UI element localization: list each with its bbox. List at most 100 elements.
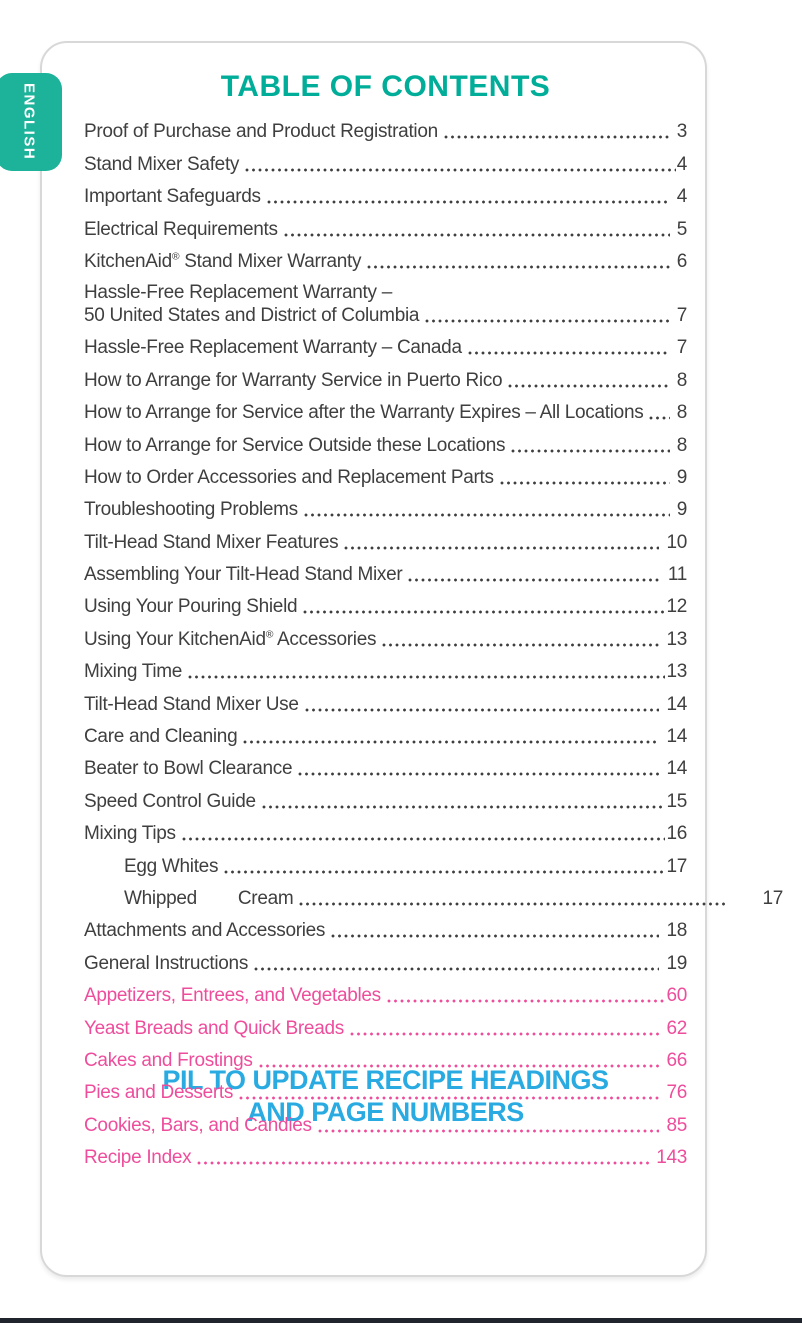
- dot-leader: [303, 513, 670, 518]
- toc-entry-page: 3: [676, 121, 688, 143]
- dot-leader: [299, 901, 729, 906]
- toc-entry-label: Whipped Cream: [124, 887, 294, 909]
- toc-entry-label: 50 United States and District of Columbi…: [84, 304, 420, 326]
- update-note-line1: PIL TO UPDATE RECIPE HEADINGS: [162, 1065, 609, 1095]
- toc-entry-label: Hassle-Free Replacement Warranty – Canad…: [84, 337, 462, 359]
- toc-entry-page: 8: [676, 369, 688, 391]
- toc-entry: How to Order Accessories and Replacement…: [84, 457, 687, 489]
- toc-entry: Tilt-Head Stand Mixer Use 14: [84, 683, 687, 715]
- toc-entry-page: 12: [666, 596, 687, 618]
- toc-entry-label: Tilt-Head Stand Mixer Use: [84, 693, 299, 715]
- dot-leader: [304, 707, 660, 712]
- toc-entry: Care and Cleaning 14: [84, 716, 687, 748]
- dot-leader: [499, 480, 670, 485]
- toc-entry-label: Yeast Breads and Quick Breads: [84, 1017, 344, 1039]
- toc-entry-label: Tilt-Head Stand Mixer Features: [84, 531, 339, 553]
- dot-leader: [408, 578, 661, 583]
- toc-entry: Beater to Bowl Clearance 14: [84, 748, 687, 780]
- dot-leader: [349, 1031, 660, 1036]
- toc-entry-label: Assembling Your Tilt-Head Stand Mixer: [84, 564, 403, 586]
- toc-entry-label: Hassle-Free Replacement Warranty –: [84, 281, 392, 303]
- toc-entry-label: Beater to Bowl Clearance: [84, 758, 293, 780]
- dot-leader: [245, 167, 676, 172]
- toc-entry-label: How to Order Accessories and Replacement…: [84, 466, 494, 488]
- toc-entry-page: 16: [666, 823, 687, 845]
- toc-entry: Speed Control Guide 15: [84, 780, 687, 812]
- toc-entry-page: 13: [666, 661, 687, 683]
- toc-entry: Assembling Your Tilt-Head Stand Mixer 11: [84, 554, 687, 586]
- dot-leader: [188, 675, 666, 680]
- dot-leader: [386, 999, 666, 1004]
- dot-leader: [239, 1096, 660, 1101]
- toc-entry-page: 85: [666, 1114, 687, 1136]
- toc-entry-page: 6: [676, 250, 688, 272]
- toc-entry: Proof of Purchase and Product Registrati…: [84, 111, 687, 143]
- dot-leader: [367, 264, 670, 269]
- update-note-line2: AND PAGE NUMBERS: [247, 1097, 524, 1127]
- toc-entry: Attachments and Accessories 18: [84, 910, 687, 942]
- toc-entry-label: Cookies, Bars, and Candies: [84, 1114, 312, 1136]
- toc-entry-page: 15: [666, 790, 687, 812]
- toc-entry-page: 143: [656, 1147, 687, 1169]
- language-tab: ENGLISH: [0, 73, 62, 171]
- toc-entry-page: 8: [676, 402, 688, 424]
- toc-entry-label: How to Arrange for Service Outside these…: [84, 434, 506, 456]
- toc-entry-label: How to Arrange for Service after the War…: [84, 402, 644, 424]
- toc-entry-label: Pies and Desserts: [84, 1082, 234, 1104]
- bottom-border-line: [0, 1318, 802, 1323]
- toc-entry-page: 60: [666, 985, 687, 1007]
- toc-entry-label: Troubleshooting Problems: [84, 499, 298, 521]
- dot-leader: [443, 135, 670, 140]
- dot-leader: [261, 804, 666, 809]
- toc-list: Proof of Purchase and Product Registrati…: [84, 111, 783, 1169]
- toc-entry: Cookies, Bars, and Candies 85: [84, 1104, 687, 1136]
- toc-entry-label: Attachments and Accessories: [84, 920, 326, 942]
- dot-leader: [331, 934, 660, 939]
- dot-leader: [649, 416, 670, 421]
- toc-entry-page: 4: [676, 153, 688, 175]
- toc-entry-page: 17: [666, 855, 687, 877]
- dot-leader: [243, 740, 660, 745]
- toc-entry: How to Arrange for Service after the War…: [84, 392, 687, 424]
- toc-entry-page: 14: [666, 758, 687, 780]
- toc-entry: Tilt-Head Stand Mixer Features 10: [84, 521, 687, 553]
- toc-entry-label: Using Your KitchenAid® Accessories: [84, 628, 377, 650]
- toc-entry-page: 18: [666, 920, 687, 942]
- dot-leader: [224, 869, 666, 874]
- toc-entry: Recipe Index 143: [84, 1137, 687, 1169]
- toc-entry-label: Stand Mixer Safety: [84, 153, 240, 175]
- toc-entry: Mixing Tips 16: [84, 813, 687, 845]
- toc-entry-label: Recipe Index: [84, 1147, 192, 1169]
- toc-entry: How to Arrange for Warranty Service in P…: [84, 359, 687, 391]
- dot-leader: [283, 232, 670, 237]
- toc-entry: Hassle-Free Replacement Warranty – Canad…: [84, 327, 687, 359]
- language-tab-label: ENGLISH: [20, 83, 38, 161]
- toc-entry: Yeast Breads and Quick Breads 62: [84, 1007, 687, 1039]
- toc-entry-label: Speed Control Guide: [84, 790, 256, 812]
- toc-entry: Stand Mixer Safety 4: [84, 143, 687, 175]
- toc-entry-label: Cakes and Frostings: [84, 1049, 253, 1071]
- dot-leader: [317, 1128, 660, 1133]
- toc-entry: Whipped Cream 17: [84, 878, 783, 910]
- toc-entry-label: General Instructions: [84, 952, 249, 974]
- toc-entry-label: Proof of Purchase and Product Registrati…: [84, 121, 438, 143]
- dot-leader: [298, 772, 660, 777]
- toc-entry-page: 5: [676, 218, 688, 240]
- toc-entry: Cakes and Frostings 66: [84, 1040, 687, 1072]
- toc-entry-label: KitchenAid® Stand Mixer Warranty: [84, 250, 362, 272]
- page-title: TABLE OF CONTENTS: [220, 70, 551, 103]
- toc-entry-page: 19: [666, 952, 687, 974]
- dot-leader: [467, 351, 670, 356]
- dot-leader: [197, 1161, 650, 1166]
- toc-entry-page: 14: [666, 693, 687, 715]
- toc-entry: Pies and Desserts 76: [84, 1072, 687, 1104]
- toc-entry-page: 9: [676, 499, 688, 521]
- dot-leader: [382, 642, 660, 647]
- toc-entry-page: 7: [676, 337, 688, 359]
- toc-entry: Electrical Requirements 5: [84, 208, 687, 240]
- toc-entry-label: Mixing Time: [84, 661, 183, 683]
- toc-entry-page: 14: [666, 726, 687, 748]
- dot-leader: [303, 610, 666, 615]
- dot-leader: [258, 1063, 660, 1068]
- toc-entry-page: 9: [676, 466, 688, 488]
